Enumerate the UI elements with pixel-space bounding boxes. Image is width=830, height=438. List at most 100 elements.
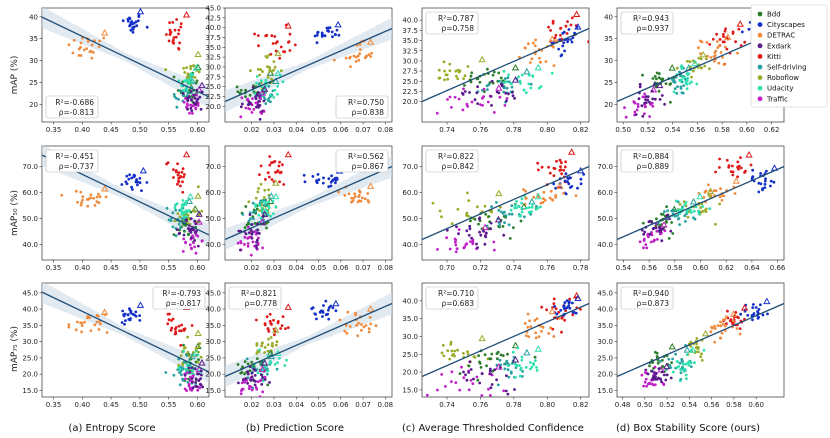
point-kitti (571, 313, 575, 317)
point-self-driving (679, 74, 682, 78)
point-exdark (193, 219, 197, 223)
point-traffic (663, 229, 667, 233)
r2-value: R²=0.884 (633, 152, 669, 161)
point-cityscapes (125, 174, 129, 178)
point-bdd (250, 360, 254, 364)
point-kitti (179, 184, 182, 188)
x-tick-label: 0.58 (714, 126, 730, 134)
point-detrac (92, 196, 95, 200)
point-exdark (478, 216, 482, 220)
y-tick-label: 40 (29, 13, 38, 21)
y-tick-label: 35 (604, 35, 613, 43)
point-detrac (720, 198, 724, 202)
point-bdd (248, 93, 252, 97)
caption-atc: (c) Average Thresholded Confidence (402, 423, 584, 434)
point-self-driving (503, 362, 506, 366)
point-exdark (260, 383, 264, 386)
r2-value: R²=0.710 (438, 289, 474, 298)
point-udacity (534, 359, 537, 362)
y-tick-label: 60.0 (597, 189, 613, 197)
point-detrac (539, 201, 543, 205)
source-marker-detrac (366, 38, 375, 45)
y-tick-label: 50.0 (597, 215, 613, 223)
point-exdark (244, 232, 248, 236)
regression-line (617, 165, 784, 241)
point-roboflow (699, 66, 703, 70)
y-tick-label: 25.0 (205, 83, 221, 91)
x-tick-label: 0.06 (333, 264, 349, 272)
x-tick-label: 0.60 (190, 264, 206, 272)
point-kitti (169, 30, 173, 34)
point-self-driving (668, 364, 672, 367)
x-tick-label: 0.35 (46, 401, 62, 409)
point-traffic (645, 384, 648, 388)
x-tick-label: 0.04 (288, 264, 304, 272)
point-kitti (174, 170, 178, 174)
point-udacity (520, 358, 524, 362)
point-exdark (182, 233, 186, 237)
point-cityscapes (764, 177, 767, 181)
point-roboflow (268, 69, 272, 73)
point-udacity (531, 75, 535, 78)
point-exdark (258, 94, 261, 98)
source-marker-detrac (548, 35, 556, 42)
point-detrac (360, 323, 363, 326)
point-kitti (182, 175, 186, 179)
point-udacity (258, 203, 261, 207)
point-detrac (717, 44, 721, 48)
point-traffic (257, 236, 260, 240)
regression-line (225, 27, 392, 103)
point-udacity (708, 207, 712, 211)
point-self-driving (267, 84, 271, 88)
point-detrac (697, 46, 700, 50)
point-detrac (72, 38, 76, 42)
point-traffic (185, 389, 189, 392)
stat-box (620, 11, 674, 35)
point-kitti (174, 332, 178, 335)
point-traffic (236, 241, 240, 245)
point-cityscapes (763, 179, 767, 183)
point-udacity (271, 199, 275, 203)
point-cityscapes (567, 301, 571, 305)
point-kitti (551, 327, 555, 331)
point-self-driving (171, 211, 175, 215)
point-roboflow (431, 201, 435, 205)
point-kitti (172, 36, 176, 39)
point-cityscapes (337, 33, 341, 37)
point-bdd (477, 222, 480, 226)
point-kitti (272, 318, 275, 322)
point-exdark (189, 217, 193, 221)
point-kitti (279, 170, 283, 174)
point-cityscapes (123, 312, 127, 316)
point-traffic (454, 243, 458, 247)
point-roboflow (446, 77, 450, 81)
point-traffic (457, 97, 461, 101)
point-kitti (254, 318, 258, 322)
point-traffic (252, 108, 256, 111)
x-tick-label: 0.03 (266, 401, 282, 409)
point-detrac (714, 49, 718, 53)
point-udacity (524, 91, 528, 95)
source-marker-cityscapes (574, 294, 582, 302)
point-exdark (246, 370, 250, 374)
point-traffic (633, 110, 637, 114)
point-bdd (655, 71, 659, 75)
point-kitti (266, 327, 270, 330)
point-roboflow (678, 203, 682, 206)
point-detrac (554, 194, 558, 197)
point-traffic (636, 105, 640, 108)
y-tick-label: 40.0 (22, 306, 38, 314)
point-kitti (274, 41, 278, 45)
point-roboflow (177, 363, 181, 367)
x-tick-label: 0.40 (75, 401, 91, 409)
point-detrac (370, 51, 373, 55)
point-bdd (648, 364, 651, 368)
point-exdark (196, 244, 200, 248)
source-marker-detrac (101, 28, 109, 36)
source-marker-traffic (195, 365, 203, 373)
y-tick-label: 20.0 (205, 103, 221, 111)
point-detrac (81, 195, 85, 199)
point-bdd (243, 226, 247, 230)
point-cityscapes (562, 41, 566, 45)
point-self-driving (497, 208, 501, 212)
